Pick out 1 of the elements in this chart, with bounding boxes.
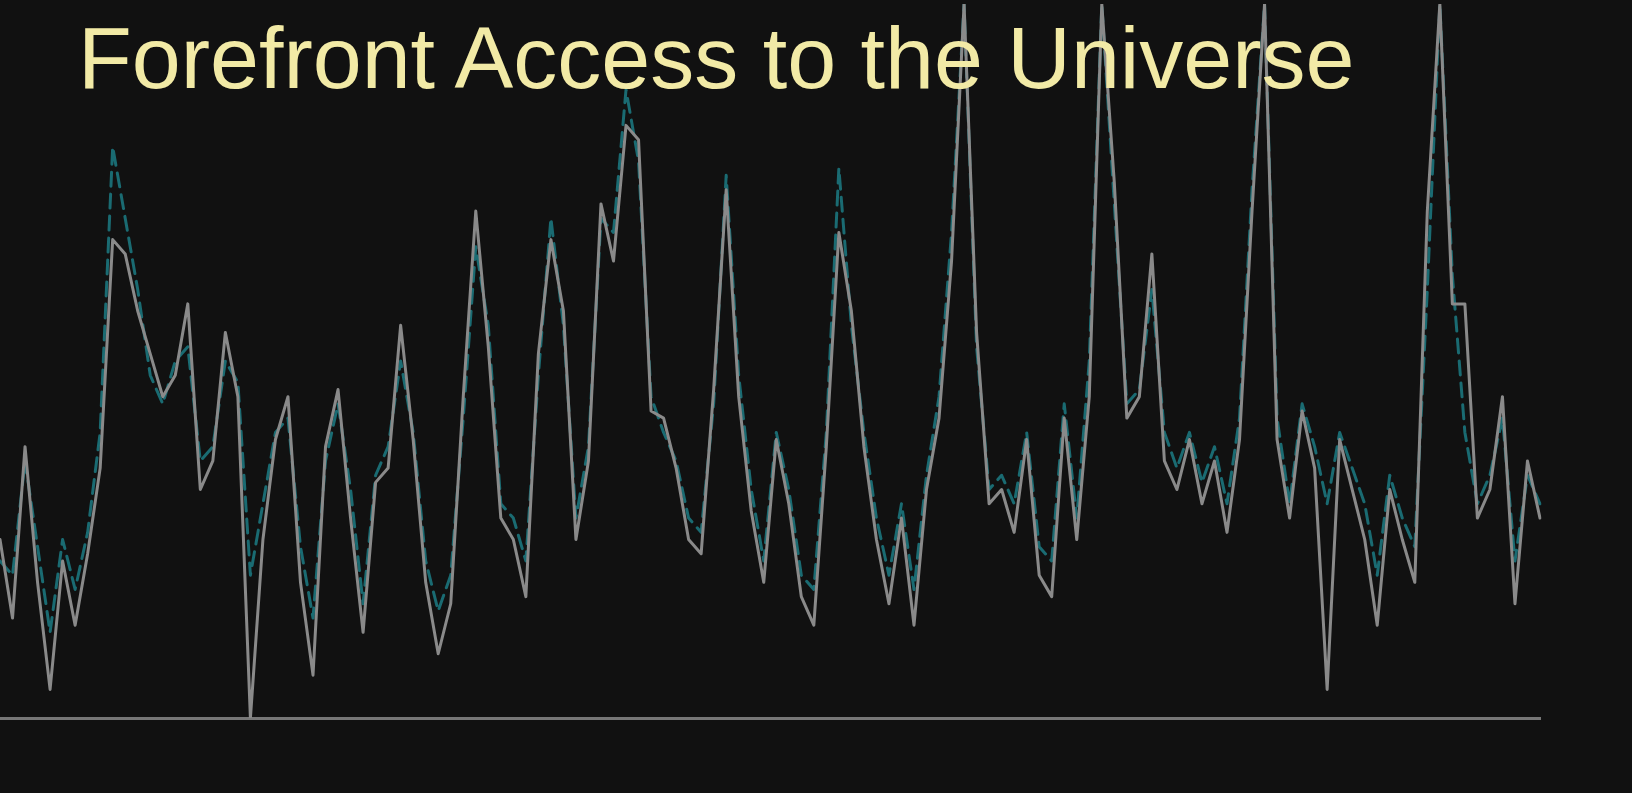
chart-title: Forefront Access to the Universe	[78, 8, 1355, 107]
